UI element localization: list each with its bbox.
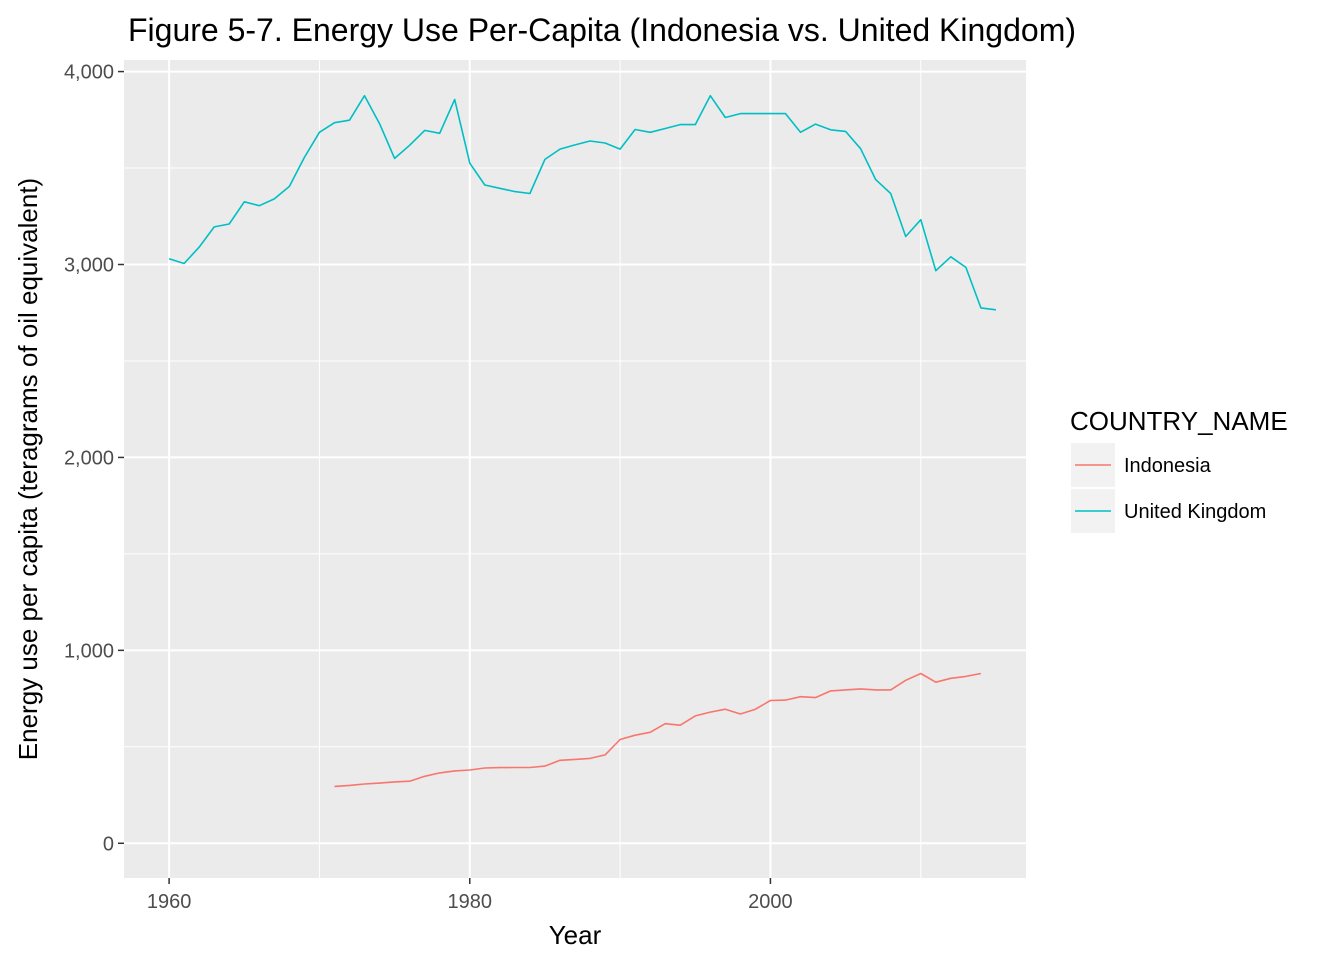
legend-label-united-kingdom: United Kingdom [1124, 501, 1266, 523]
y-tick-label: 0 [103, 833, 114, 855]
grid-major [124, 60, 1026, 878]
y-axis-title: Energy use per capita (teragrams of oil … [13, 178, 43, 760]
y-tick-label: 3,000 [64, 255, 114, 277]
series-line-indonesia [334, 672, 982, 788]
legend: COUNTRY_NAME Indonesia United Kingdom [1070, 406, 1288, 533]
y-axis: 0 1,000 2,000 3,000 4,000 [64, 62, 124, 855]
y-tick-label: 1,000 [64, 640, 114, 662]
legend-title: COUNTRY_NAME [1070, 406, 1288, 436]
x-axis: 1960 1980 2000 [147, 878, 793, 913]
x-tick-label: 1980 [448, 891, 493, 913]
chart-title: Figure 5-7. Energy Use Per-Capita (Indon… [128, 12, 1076, 48]
y-tick-label: 4,000 [64, 62, 114, 84]
plot-panel [124, 60, 1026, 878]
y-tick-label: 2,000 [64, 447, 114, 469]
x-tick-label: 1960 [147, 891, 192, 913]
series-layer [168, 94, 997, 788]
grid-minor [124, 60, 1026, 878]
x-axis-title: Year [549, 920, 602, 950]
x-tick-label: 2000 [748, 891, 793, 913]
series-line-united-kingdom [168, 94, 997, 311]
legend-label-indonesia: Indonesia [1124, 455, 1212, 477]
